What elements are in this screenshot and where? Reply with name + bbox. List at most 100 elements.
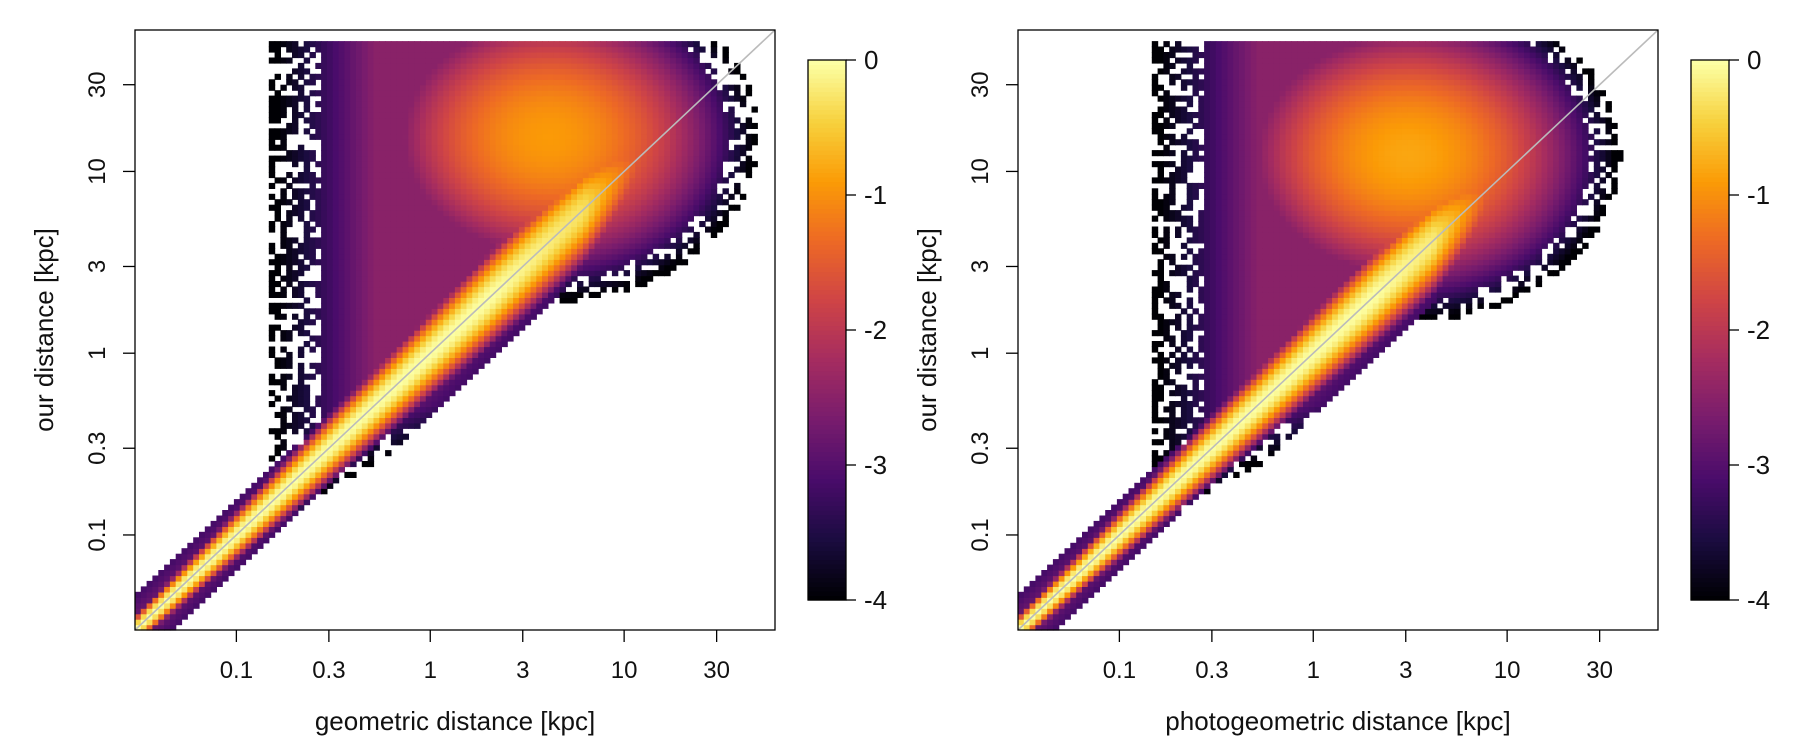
heatmap-cell — [332, 237, 340, 244]
heatmap-cell — [367, 439, 375, 446]
heatmap-cell — [454, 259, 462, 266]
heatmap-cell — [739, 95, 747, 102]
heatmap-cell — [675, 57, 683, 64]
colorbar-band — [808, 244, 846, 250]
heatmap-cell — [513, 253, 520, 260]
heatmap-cell — [484, 122, 491, 129]
heatmap-cell — [646, 150, 654, 157]
heatmap-cell — [135, 613, 142, 620]
heatmap-cell — [524, 286, 532, 293]
heatmap-cell — [454, 335, 462, 342]
heatmap-cell — [338, 341, 345, 348]
heatmap-cell — [158, 619, 165, 626]
heatmap-cell — [390, 144, 398, 151]
heatmap-cell — [292, 417, 299, 424]
heatmap-cell — [1076, 586, 1083, 593]
colorbar-band — [808, 78, 846, 84]
heatmap-cell — [367, 411, 375, 418]
heatmap-cell — [658, 84, 665, 91]
heatmap-cell — [530, 41, 537, 48]
heatmap-cell — [338, 253, 345, 260]
heatmap-cell — [454, 161, 462, 168]
heatmap-cell — [350, 401, 357, 408]
heatmap-cell — [484, 330, 491, 337]
heatmap-cell — [571, 133, 578, 140]
heatmap-cell — [1087, 526, 1095, 533]
heatmap-cell — [524, 112, 532, 119]
heatmap-cell — [326, 482, 334, 489]
heatmap-cell — [274, 199, 281, 206]
heatmap-cell — [565, 210, 572, 217]
heatmap-cell — [344, 182, 351, 189]
heatmap-cell — [379, 79, 386, 86]
heatmap-cell — [332, 264, 340, 271]
heatmap-cell — [559, 237, 566, 244]
heatmap-cell — [507, 210, 514, 217]
colorbar-band — [808, 465, 846, 471]
heatmap-cell — [373, 182, 380, 189]
heatmap-cell — [652, 270, 660, 277]
heatmap-cell — [611, 210, 619, 217]
heatmap-cell — [507, 57, 514, 64]
heatmap-cell — [606, 68, 613, 75]
heatmap-cell — [292, 237, 299, 244]
heatmap-cell — [571, 297, 578, 304]
heatmap-cell — [408, 155, 415, 162]
heatmap-cell — [396, 215, 404, 222]
heatmap-cell — [623, 193, 630, 200]
heatmap-cell — [390, 84, 398, 91]
heatmap-cell — [326, 62, 334, 69]
heatmap-cell — [437, 373, 444, 380]
heatmap-cell — [489, 215, 497, 222]
heatmap-cell — [280, 41, 287, 48]
heatmap-cell — [402, 90, 409, 97]
heatmap-cell — [286, 406, 293, 413]
heatmap-cell — [542, 226, 549, 233]
heatmap-cell — [670, 84, 677, 91]
heatmap-cell — [193, 602, 200, 609]
heatmap-cell — [187, 570, 194, 577]
heatmap-cell — [524, 308, 532, 315]
heatmap-cell — [571, 155, 578, 162]
heatmap-cell — [577, 79, 584, 86]
heatmap-cell — [303, 482, 311, 489]
heatmap-cell — [164, 624, 171, 631]
heatmap-cell — [1082, 553, 1089, 560]
heatmap-cell — [472, 324, 479, 331]
heatmap-cell — [326, 373, 334, 380]
heatmap-cell — [309, 439, 316, 446]
heatmap-cell — [681, 73, 689, 80]
heatmap-cell — [565, 297, 572, 304]
heatmap-cell — [326, 471, 334, 478]
heatmap-cell — [489, 62, 497, 69]
heatmap-cell — [414, 401, 421, 408]
colorbar-band — [808, 546, 846, 552]
heatmap-cell — [379, 231, 386, 238]
heatmap-cell — [577, 259, 584, 266]
heatmap-cell — [501, 221, 508, 228]
heatmap-cell — [693, 161, 700, 168]
heatmap-cell — [600, 84, 607, 91]
heatmap-cell — [460, 122, 468, 129]
heatmap-cell — [710, 215, 718, 222]
heatmap-cell — [402, 384, 409, 391]
heatmap-cell — [309, 237, 316, 244]
heatmap-cell — [385, 362, 392, 369]
heatmap-cell — [379, 308, 386, 315]
heatmap-cell — [396, 122, 404, 129]
heatmap-cell — [606, 281, 613, 288]
heatmap-cell — [664, 112, 671, 119]
heatmap-cell — [623, 128, 630, 135]
heatmap-cell — [292, 471, 299, 478]
heatmap-cell — [263, 488, 270, 495]
heatmap-cell — [518, 259, 526, 266]
heatmap-cell — [478, 68, 485, 75]
heatmap-cell — [373, 90, 380, 97]
heatmap-cell — [1087, 553, 1095, 560]
heatmap-cell — [199, 586, 206, 593]
heatmap-cell — [664, 226, 671, 233]
heatmap-cell — [303, 231, 311, 238]
heatmap-cell — [315, 482, 322, 489]
heatmap-cell — [548, 286, 555, 293]
heatmap-cell — [478, 95, 485, 102]
